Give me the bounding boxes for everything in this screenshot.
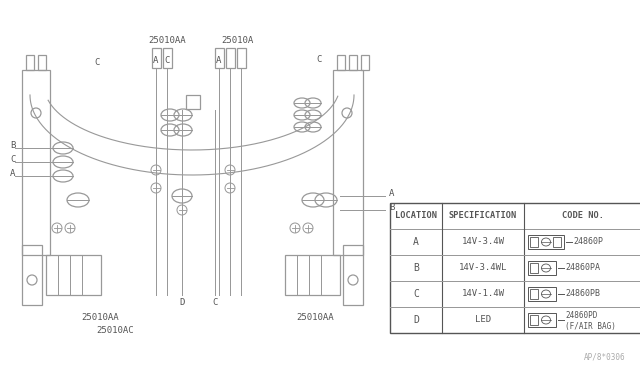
Text: 14V-3.4WL: 14V-3.4WL	[459, 263, 507, 273]
Text: 14V-3.4W: 14V-3.4W	[461, 237, 504, 247]
Text: C: C	[316, 55, 322, 64]
Bar	[226, 48, 235, 68]
Text: C: C	[164, 56, 170, 65]
Bar	[285, 255, 340, 295]
Text: (F/AIR BAG): (F/AIR BAG)	[565, 321, 616, 330]
Text: 25010AA: 25010AA	[81, 313, 119, 322]
Bar	[337, 55, 345, 70]
Bar	[528, 313, 556, 327]
Bar	[22, 70, 50, 255]
Bar	[26, 55, 34, 70]
Bar	[361, 55, 369, 70]
Bar	[530, 263, 538, 273]
Text: C: C	[212, 298, 218, 307]
Text: C: C	[413, 289, 419, 299]
Text: B: B	[389, 203, 394, 212]
Text: 25010AC: 25010AC	[96, 326, 134, 335]
Bar	[215, 48, 224, 68]
Text: B: B	[10, 141, 15, 150]
Bar	[46, 255, 101, 295]
Text: CODE NO.: CODE NO.	[562, 212, 604, 221]
Text: A: A	[154, 56, 159, 65]
Bar	[186, 95, 200, 109]
Text: 24860P: 24860P	[573, 237, 603, 247]
Text: LOCATION: LOCATION	[395, 212, 437, 221]
Text: 14V-1.4W: 14V-1.4W	[461, 289, 504, 298]
Bar	[333, 70, 363, 255]
Text: B: B	[413, 263, 419, 273]
Bar	[528, 261, 556, 275]
Text: D: D	[413, 315, 419, 325]
Text: SPECIFICATION: SPECIFICATION	[449, 212, 517, 221]
Text: 25010A: 25010A	[221, 36, 253, 45]
Bar	[152, 48, 161, 68]
Bar	[530, 237, 538, 247]
Text: A: A	[413, 237, 419, 247]
Text: A: A	[389, 189, 394, 198]
Text: C: C	[10, 155, 15, 164]
Bar	[237, 48, 246, 68]
Text: LED: LED	[475, 315, 491, 324]
Bar	[553, 237, 561, 247]
Text: 24860PA: 24860PA	[565, 263, 600, 273]
Bar	[530, 289, 538, 299]
Text: A: A	[216, 56, 221, 65]
Bar	[528, 287, 556, 301]
Text: AP/8*0306: AP/8*0306	[584, 353, 625, 362]
Text: 25010AA: 25010AA	[148, 36, 186, 45]
Text: D: D	[179, 298, 185, 307]
Text: A: A	[10, 169, 15, 178]
Bar	[349, 55, 357, 70]
Bar	[38, 55, 46, 70]
Bar	[530, 315, 538, 325]
Bar	[343, 245, 363, 305]
Text: 24860PB: 24860PB	[565, 289, 600, 298]
Text: 25010AA: 25010AA	[296, 313, 334, 322]
Text: C: C	[94, 58, 100, 67]
Bar	[22, 245, 42, 305]
Bar	[390, 203, 640, 333]
Bar	[528, 235, 564, 249]
Text: 24860PD: 24860PD	[565, 311, 597, 321]
Bar	[163, 48, 172, 68]
